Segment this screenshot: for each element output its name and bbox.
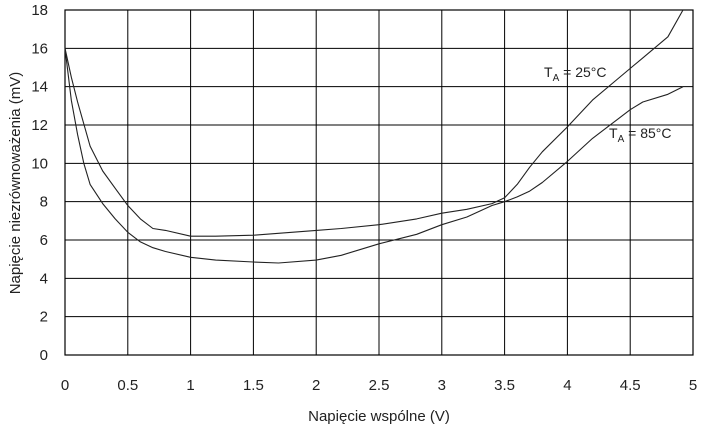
x-tick-label: 3.5 [494, 377, 515, 394]
x-axis-label: Napięcie wspólne (V) [308, 408, 450, 425]
series-label-25c: TA = 25°C [544, 64, 606, 84]
y-tick-label: 8 [40, 194, 48, 211]
series-label-85c: TA = 85°C [609, 125, 671, 145]
y-axis-label: Napięcie niezrównoważenia (mV) [7, 72, 24, 295]
x-tick-label: 5 [689, 377, 697, 394]
series-lines [64, 9, 684, 264]
y-tick-label: 6 [40, 232, 48, 249]
y-tick-label: 14 [31, 79, 48, 96]
x-tick-label: 0.5 [117, 377, 138, 394]
x-tick-label: 0 [61, 377, 69, 394]
series-line-25c [64, 9, 684, 237]
y-tick-label: 4 [40, 270, 48, 287]
x-tick-label: 3 [438, 377, 446, 394]
y-tick-label: 10 [31, 155, 48, 172]
x-tick-label: 1.5 [243, 377, 264, 394]
plot-frame [64, 9, 694, 356]
x-tick-label: 2 [312, 377, 320, 394]
y-tick-label: 16 [31, 40, 48, 57]
x-tick-label: 4.5 [620, 377, 641, 394]
series-line-85c [64, 48, 684, 264]
y-tick-label: 2 [40, 309, 48, 326]
y-tick-label: 12 [31, 117, 48, 134]
grid [64, 9, 694, 356]
x-axis-ticks: 0 0.5 1 1.5 2 2.5 3 3.5 4 4.5 5 [61, 377, 697, 394]
x-tick-label: 1 [186, 377, 194, 394]
x-tick-label: 4 [563, 377, 571, 394]
y-axis-ticks: 0 2 4 6 8 10 12 14 16 18 [31, 2, 48, 364]
y-tick-label: 18 [31, 2, 48, 19]
y-tick-label: 0 [40, 347, 48, 364]
x-tick-label: 2.5 [369, 377, 390, 394]
